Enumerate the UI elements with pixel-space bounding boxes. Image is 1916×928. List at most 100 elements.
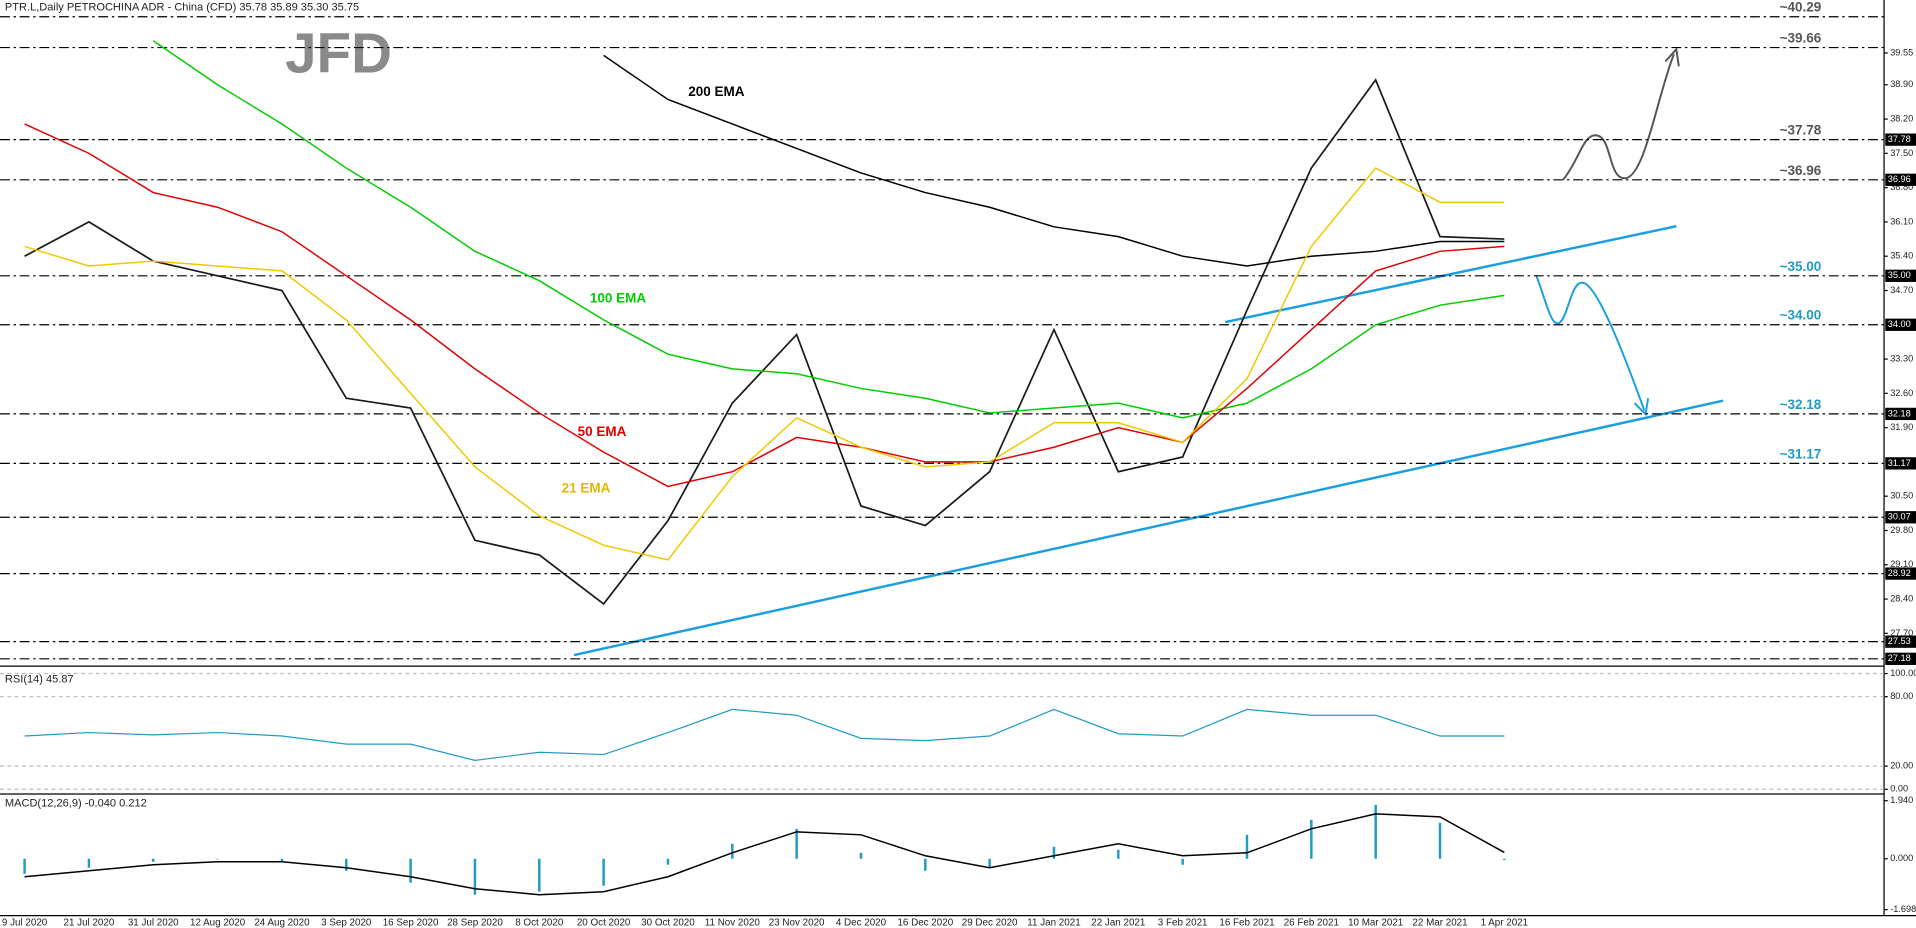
x-tick-label: 4 Dec 2020 — [836, 918, 887, 928]
y-tick-label: 36.80 — [1890, 182, 1913, 192]
histogram-bar — [1374, 804, 1377, 859]
level-label: ~39.66 — [1780, 31, 1822, 46]
logo: JFD — [285, 22, 392, 85]
ema-label: 21 EMA — [562, 481, 611, 496]
level-box-label: 32.18 — [1888, 408, 1911, 418]
x-tick-label: 22 Mar 2021 — [1412, 918, 1467, 928]
y-tick-label: 31.90 — [1890, 422, 1913, 432]
y-tick-label: -1.698 — [1890, 904, 1916, 914]
x-tick-label: 30 Oct 2020 — [641, 918, 695, 928]
x-tick-label: 10 Mar 2021 — [1348, 918, 1403, 928]
ema-line — [24, 167, 1505, 561]
x-tick-label: 16 Feb 2021 — [1219, 918, 1274, 928]
histogram-bar — [795, 828, 798, 859]
histogram-bar — [538, 858, 541, 892]
ema-line — [152, 40, 1505, 419]
y-tick-label: 28.40 — [1890, 593, 1913, 603]
y-tick-label: 80.00 — [1890, 691, 1913, 701]
y-tick-label: 39.55 — [1890, 47, 1913, 57]
histogram-bar — [924, 858, 927, 871]
level-box-label: 35.00 — [1888, 270, 1911, 280]
y-tick-label: 35.40 — [1890, 251, 1913, 261]
rsi-line — [24, 708, 1505, 761]
y-tick-label: 27.70 — [1890, 628, 1913, 638]
histogram-bar — [473, 858, 477, 895]
level-box — [1885, 567, 1916, 580]
histogram-bar — [280, 858, 284, 862]
x-tick-label: 11 Jan 2021 — [1027, 918, 1080, 928]
x-tick-label: 11 Nov 2020 — [705, 918, 761, 928]
level-box-label: 27.53 — [1888, 636, 1911, 646]
level-box — [1885, 173, 1916, 186]
level-box-label: 36.96 — [1888, 174, 1911, 184]
ema-label: 50 EMA — [578, 424, 627, 439]
chart-title: PTR.L,Daily PETROCHINA ADR - China (CFD)… — [5, 1, 359, 13]
signal-line — [24, 813, 1505, 896]
scenario-arrow — [1535, 274, 1646, 411]
level-label: ~31.17 — [1780, 446, 1822, 461]
x-tick-label: 22 Jan 2021 — [1091, 918, 1145, 928]
y-tick-label: 37.50 — [1890, 148, 1913, 158]
y-tick-label: 38.90 — [1890, 79, 1913, 89]
histogram-bar — [152, 858, 155, 862]
level-label: ~35.00 — [1780, 259, 1822, 274]
histogram-bar — [216, 858, 219, 860]
histogram-bar — [731, 843, 734, 859]
x-tick-label: 26 Feb 2021 — [1284, 918, 1339, 928]
histogram-bar — [23, 858, 26, 874]
histogram-bar — [1052, 846, 1056, 859]
scenario-arrow — [1562, 53, 1675, 181]
y-tick-label: 100.00 — [1890, 668, 1916, 678]
histogram-bar — [666, 858, 670, 865]
y-tick-label: 36.10 — [1890, 216, 1913, 226]
x-tick-label: 3 Feb 2021 — [1158, 918, 1208, 928]
level-box — [1885, 457, 1916, 470]
pane-title: RSI(14) 45.87 — [5, 674, 74, 686]
pane-title: MACD(12,26,9) -0.040 0.212 — [5, 798, 147, 810]
histogram-bar — [859, 852, 863, 859]
ema-label: 100 EMA — [590, 290, 647, 305]
x-tick-label: 1 Apr 2021 — [1481, 918, 1529, 928]
level-box-label: 27.18 — [1888, 653, 1911, 663]
level-box-label: 28.92 — [1888, 568, 1911, 578]
histogram-bar — [1438, 822, 1442, 859]
level-box — [1885, 318, 1916, 331]
y-tick-label: 0.000 — [1890, 853, 1913, 863]
x-tick-label: 16 Sep 2020 — [383, 918, 439, 928]
x-tick-label: 8 Oct 2020 — [515, 918, 564, 928]
histogram-bar — [602, 858, 605, 886]
level-box — [1885, 133, 1916, 146]
trend-line — [1225, 224, 1677, 324]
x-tick-label: 21 Jul 2020 — [64, 918, 115, 928]
x-tick-label: 31 Jul 2020 — [128, 918, 179, 928]
level-label: ~37.78 — [1780, 123, 1822, 138]
ema-line — [24, 123, 1505, 488]
level-box — [1885, 269, 1916, 282]
level-label: ~36.96 — [1780, 163, 1822, 178]
x-tick-label: 9 Jul 2020 — [2, 918, 48, 928]
level-label: ~40.29 — [1780, 0, 1822, 15]
x-tick-label: 3 Sep 2020 — [321, 918, 372, 928]
y-tick-label: 20.00 — [1890, 761, 1913, 771]
x-tick-label: 24 Aug 2020 — [254, 918, 310, 928]
y-tick-label: 1.940 — [1890, 795, 1913, 805]
level-box — [1885, 407, 1916, 421]
x-tick-label: 20 Oct 2020 — [577, 918, 631, 928]
y-tick-label: 29.80 — [1890, 525, 1913, 535]
histogram-bar — [988, 858, 991, 868]
y-tick-label: 32.60 — [1890, 388, 1913, 398]
level-box-label: 30.07 — [1888, 512, 1911, 522]
ema-line — [603, 54, 1505, 267]
level-box-label: 31.17 — [1888, 458, 1911, 468]
ema-label: 200 EMA — [688, 84, 745, 99]
level-label: ~32.18 — [1780, 397, 1822, 412]
y-tick-label: 30.50 — [1890, 491, 1913, 501]
histogram-bar — [409, 858, 412, 883]
histogram-bar — [1503, 858, 1506, 860]
y-tick-label: 38.20 — [1890, 114, 1913, 124]
y-tick-label: 33.30 — [1890, 354, 1913, 364]
y-tick-label: 34.70 — [1890, 285, 1913, 295]
level-label: ~34.00 — [1780, 308, 1822, 323]
arrow-head — [1664, 46, 1680, 67]
x-tick-label: 29 Dec 2020 — [962, 918, 1018, 928]
